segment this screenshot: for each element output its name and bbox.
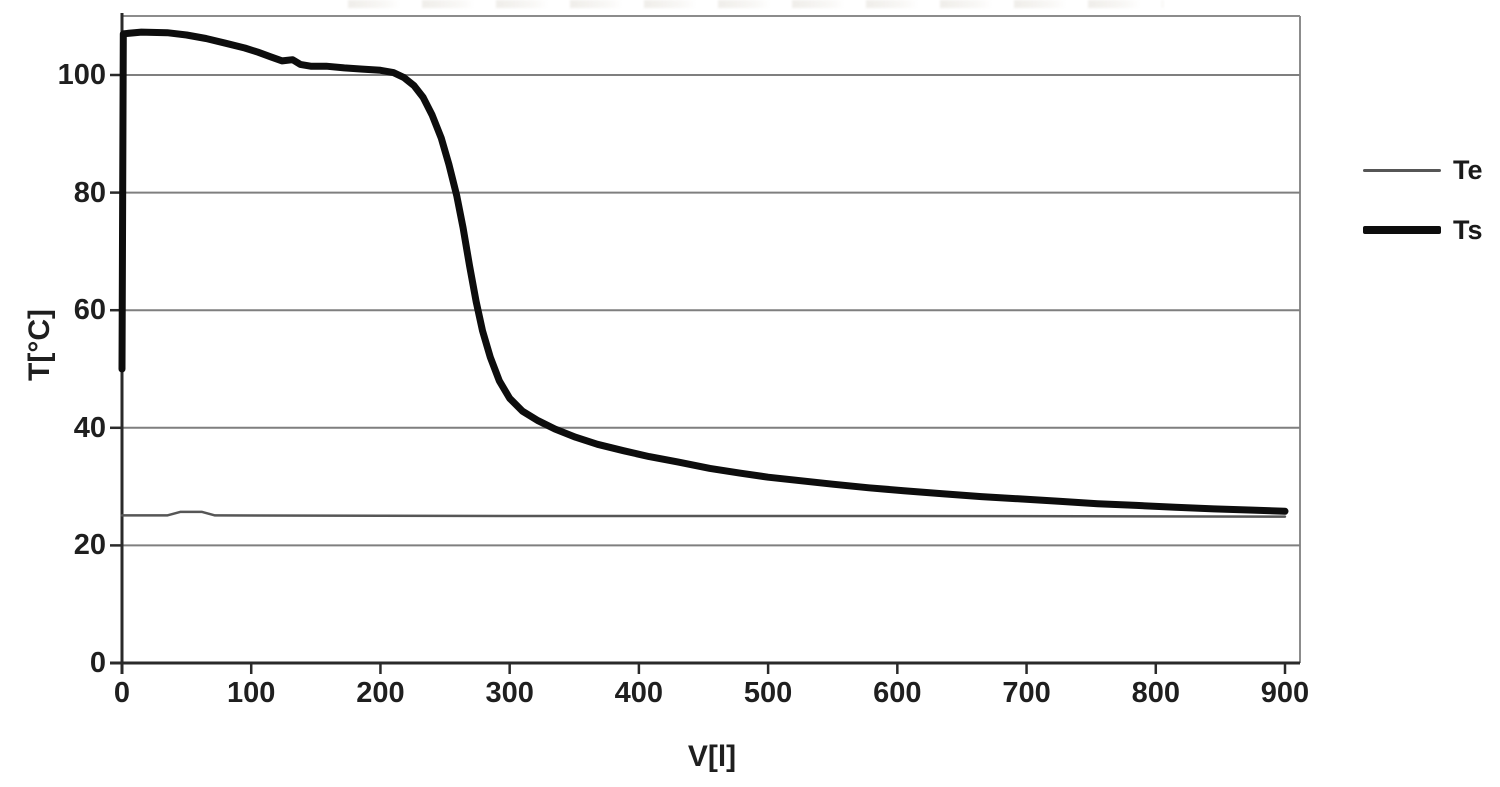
legend-line-sample-te xyxy=(1363,168,1441,172)
data-series xyxy=(118,28,1289,518)
y-tick-label-100: 100 xyxy=(57,59,106,91)
axes xyxy=(110,13,1300,674)
series-line-ts xyxy=(118,28,1289,515)
cropped-title-remnant xyxy=(348,0,1163,8)
x-tick-label-100: 100 xyxy=(227,677,276,709)
x-tick-label-300: 300 xyxy=(485,677,534,709)
tick-marks xyxy=(110,73,1287,674)
y-tick-label-0: 0 xyxy=(89,647,106,679)
x-axis-title: V[l] xyxy=(687,740,737,773)
x-tick-label-200: 200 xyxy=(356,677,405,709)
y-axis-title: T[°C] xyxy=(23,309,56,381)
plot-frame xyxy=(122,15,1301,663)
gridlines xyxy=(122,74,1300,547)
x-tick-label-0: 0 xyxy=(113,677,131,709)
series-line-te xyxy=(120,510,1287,518)
legend-line-sample-ts xyxy=(1363,226,1441,234)
x-tick-label-600: 600 xyxy=(873,677,922,709)
y-tick-label-80: 80 xyxy=(73,176,106,209)
legend-label-te: Te xyxy=(1453,155,1483,185)
y-tick-label-20: 20 xyxy=(73,529,106,562)
y-tick-label-60: 60 xyxy=(73,294,106,327)
x-tick-label-500: 500 xyxy=(743,677,793,709)
x-tick-label-800: 800 xyxy=(1131,677,1180,709)
x-tick-label-900: 900 xyxy=(1260,677,1310,709)
y-tick-label-40: 40 xyxy=(73,411,106,444)
x-tick-label-700: 700 xyxy=(1002,677,1051,709)
legend-item-te: Te xyxy=(1363,146,1483,194)
x-tick-label-400: 400 xyxy=(614,677,664,709)
legend-label-ts: Ts xyxy=(1453,215,1483,245)
legend: Te Ts xyxy=(1363,146,1483,254)
legend-item-ts: Ts xyxy=(1363,206,1483,254)
